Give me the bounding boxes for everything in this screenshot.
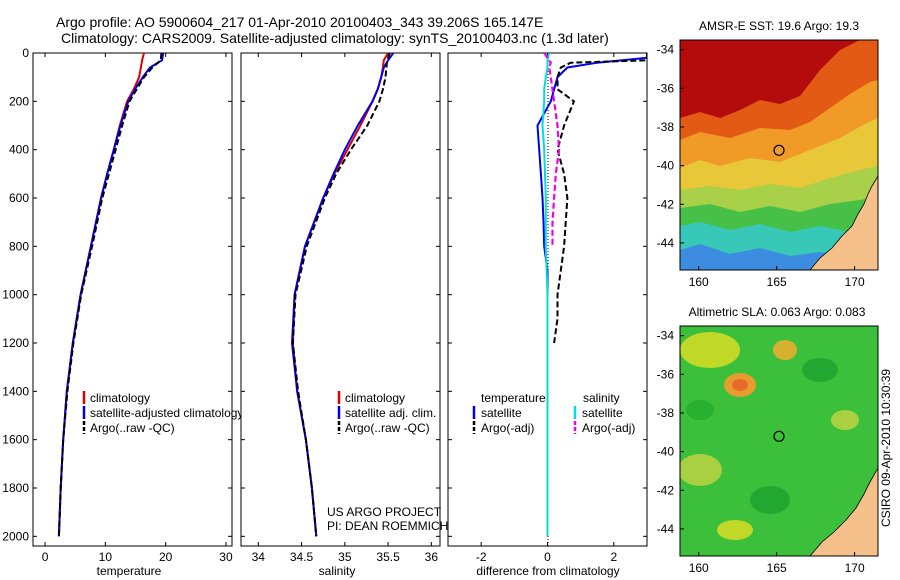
difference-legend-title-salinity: salinity [583,391,620,405]
difference-legend-title-temperature: temperature [481,391,546,405]
sla-lat-tick-label: -40 [657,445,675,459]
sst-lon-tick-label: 170 [845,275,865,289]
sst-lat-tick-label: -44 [657,236,675,250]
depth-tick-label: 0 [22,46,29,60]
sal-xtick-label: 34 [252,550,266,564]
sal-xtick-label: 35.5 [376,550,400,564]
sla-map-frame [679,325,879,557]
sla-map-title: Altimetric SLA: 0.063 Argo: 0.083 [689,305,866,319]
sla-anomaly [680,454,722,486]
sal-series-satellite-adj-clim- [291,53,395,537]
difference-legend-sal-satellite: satellite [582,406,623,420]
depth-tick-label: 200 [9,94,29,108]
temp-series-argo-raw-qc- [57,53,163,537]
sla-anomaly [732,379,748,391]
sst-map-panel: AMSR-E SST: 19.6 Argo: 19.3 160 165 170 -34… [657,19,879,289]
temperature-legend: climatology satellite-adjusted climatolo… [82,391,243,435]
sal-series-argo-raw-qc- [291,53,391,537]
temperature-legend-satellite: satellite-adjusted climatology [90,406,243,420]
header-line2: Climatology: CARS2009. Satellite-adjuste… [61,30,609,46]
credit-label: CSIRO 09-Apr-2010 10:30:39 [879,369,893,527]
difference-panel: -2 0 2 difference from climatology tempera… [447,52,648,578]
sla-lat-tick-label: -38 [657,406,675,420]
difference-xlabel: difference from climatology [476,564,619,578]
temp-xtick-label: 30 [219,550,233,564]
sla-anomaly [831,410,859,430]
depth-tick-label: 1800 [2,481,29,495]
sla-lat-tick-label: -36 [657,367,675,381]
sla-anomaly [802,358,838,382]
sst-lat-tick-label: -40 [657,159,675,173]
sst-lon-tick-label: 160 [689,275,709,289]
sal-xtick-label: 34.5 [290,550,314,564]
diff-series-argo-adj--salinity [543,53,561,247]
sla-anomaly [773,340,797,360]
header-line1: Argo profile: AO 5900604_217 01-Apr-2010… [56,14,543,30]
sst-lat-tick-label: -36 [657,81,675,95]
salinity-legend-climatology: climatology [345,391,405,405]
sst-lon-tick-label: 165 [767,275,787,289]
salinity-panel: 34 34.5 35 35.5 36 salinity climatology sate… [240,52,448,578]
temp-xtick-label: 20 [159,550,173,564]
salinity-annotation-pi: PI: DEAN ROEMMICH [327,519,448,533]
temp-xtick-label: 0 [42,550,49,564]
sal-xtick-label: 36 [425,550,439,564]
salinity-plot-area [240,52,441,547]
difference-legend-temp-satellite: satellite [481,406,522,420]
diff-series-satellite-salinity [541,53,551,537]
salinity-legend-satellite: satellite adj. clim. [345,406,436,420]
sst-map-frame [679,39,879,271]
salinity-legend-argo: Argo(..raw -QC) [345,421,430,435]
depth-tick-label: 400 [9,143,29,157]
salinity-legend: climatology satellite adj. clim. Argo(..… [337,391,436,435]
depth-tick-label: 600 [9,191,29,205]
depth-tick-label: 2000 [2,529,29,543]
difference-legend-sal-argo: Argo(-adj) [582,421,635,435]
difference-legend-temp-argo: Argo(-adj) [481,421,534,435]
depth-tick-label: 1200 [2,336,29,350]
sst-lat-tick-label: -42 [657,197,675,211]
sst-map-title: AMSR-E SST: 19.6 Argo: 19.3 [699,19,859,33]
sla-lon-tick-label: 165 [767,561,787,575]
sst-land [809,175,878,270]
temperature-panel: 0 10 20 30 0 200 400 600 800 1000 1200 1400 1600 1800… [2,46,243,578]
sla-anomaly [750,486,790,514]
sst-lat-tick-label: -38 [657,120,675,134]
temperature-plot-area [32,52,233,547]
sla-land [809,467,878,556]
sla-anomaly [717,520,753,540]
sla-lat-tick-label: -44 [657,522,675,536]
sst-lat-tick-label: -34 [657,43,675,57]
sla-lon-tick-label: 160 [689,561,709,575]
depth-tick-label: 800 [9,239,29,253]
temperature-xlabel: temperature [97,564,162,578]
diff-xtick-label: 0 [544,550,551,564]
difference-legend: temperature satellite Argo(-adj) salinit… [472,391,635,435]
diff-xtick-label: -2 [476,550,487,564]
depth-tick-label: 1600 [2,433,29,447]
diff-xtick-label: 2 [610,550,617,564]
sla-lat-tick-label: -42 [657,483,675,497]
sla-map-panel: Altimetric SLA: 0.063 Argo: 0.083 160 165… [657,305,879,575]
temperature-legend-climatology: climatology [90,391,150,405]
salinity-annotation-project: US ARGO PROJECT [327,505,442,519]
sst-argo-location-marker [773,144,785,156]
temp-xtick-label: 10 [99,550,113,564]
sla-anomaly [680,332,740,368]
sla-lon-tick-label: 170 [845,561,865,575]
depth-tick-label: 1000 [2,288,29,302]
diff-series-argo-adj--temperature [553,53,647,344]
sla-argo-location-marker [773,430,785,442]
sla-anomaly [686,400,714,420]
sla-lat-tick-label: -34 [657,329,675,343]
temperature-legend-argo: Argo(..raw -QC) [90,421,175,435]
sal-xtick-label: 35 [338,550,352,564]
salinity-xlabel: salinity [319,564,356,578]
depth-tick-label: 1400 [2,384,29,398]
